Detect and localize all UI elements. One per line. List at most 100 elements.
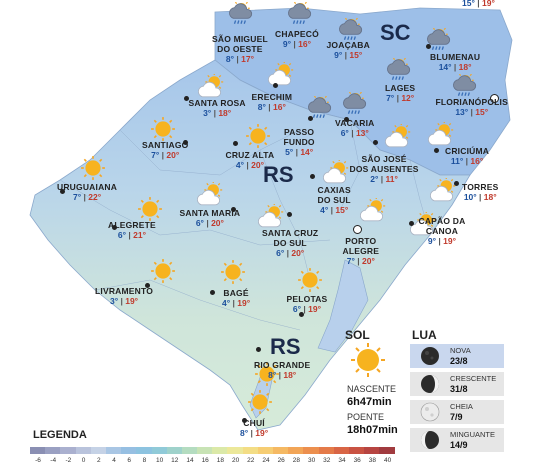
city-name: LIVRAMENTO	[95, 286, 154, 296]
partly-cloudy-icon	[384, 123, 411, 148]
rain-icon	[426, 25, 452, 52]
moon-phase-date: 23/8	[450, 356, 468, 366]
temp-max: 22°	[88, 192, 102, 202]
legend-tick: 18	[216, 457, 225, 464]
city-name: ALEGRE	[342, 246, 380, 256]
city-temps: 6° | 21°	[117, 230, 146, 240]
city-name: FLORIANÓPOLIS	[435, 97, 508, 107]
city-marker	[287, 212, 292, 217]
city-temps: 9° | 16°	[282, 39, 311, 49]
temp-max: 11°	[385, 174, 398, 184]
city-temps: 5° | 14°	[285, 147, 314, 157]
city-rio-grande: RIO GRANDE 8° | 18°	[254, 360, 310, 380]
city-cruz-alta: CRUZ ALTA 4° | 20°	[226, 150, 275, 170]
moon-phase-2: CHEIA 7/9	[410, 400, 504, 424]
legend-tick: 16	[201, 457, 209, 464]
temp-min: 6°	[195, 218, 204, 228]
city-marker	[454, 181, 459, 186]
legend-tick: 36	[353, 457, 361, 464]
legend-swatch	[303, 447, 319, 454]
city-temps: 7° | 20°	[346, 256, 375, 266]
city-marker	[299, 312, 304, 317]
rain-icon	[338, 15, 364, 42]
city-name: DOS AUSENTES	[349, 164, 419, 174]
moon-phase-label: MINGUANTE	[450, 430, 495, 439]
city-livramento: LIVRAMENTO 3° | 19°	[95, 286, 153, 306]
legend-swatch	[136, 447, 152, 454]
legend-title: LEGENDA	[33, 429, 87, 441]
city-temps: 10° | 18°	[463, 192, 497, 202]
moon-phase-label: CRESCENTE	[450, 374, 497, 383]
moon-phase-1: CRESCENTE 31/8	[410, 372, 504, 396]
temp-max: 18°	[458, 62, 472, 72]
sun-icon	[137, 197, 163, 221]
city-temps: 4° | 15°	[320, 205, 349, 215]
state-label-sc: SC	[380, 20, 411, 45]
legend-tick: 26	[277, 457, 285, 464]
city-lages: LAGES 7° | 12°	[385, 83, 415, 103]
city-name: FUNDO	[283, 137, 315, 147]
state-label-rs-lower: RS	[270, 334, 301, 359]
legend-tick: -6	[35, 457, 41, 464]
city-name: CAXIAS	[317, 185, 351, 195]
temp-max: 21°	[133, 230, 146, 240]
temp-max: 18°	[483, 192, 497, 202]
sun-icon	[245, 124, 271, 148]
temp-min: 7°	[151, 150, 160, 160]
sol-title: SOL	[345, 328, 370, 342]
city-santa-rosa: SANTA ROSA 3° | 18°	[189, 98, 246, 118]
city-uruguaiana: URUGUAIANA 7° | 22°	[57, 182, 117, 202]
city-passo-fundo: PASSO FUNDO 5° | 14°	[284, 127, 315, 157]
city-marker	[60, 189, 65, 194]
city-temps: 3° | 19°	[109, 296, 139, 306]
city-name: PELOTAS	[286, 294, 328, 304]
legend-swatch	[30, 447, 46, 454]
legend-swatch	[212, 447, 228, 454]
city-marker	[273, 83, 278, 88]
temp-min: 9°	[282, 39, 292, 49]
temp-min: 8°	[225, 54, 234, 64]
legend-tick: 0	[81, 457, 86, 464]
city-name: CRUZ ALTA	[225, 150, 275, 160]
moon-phase-date: 14/9	[450, 440, 468, 450]
temp-max: 19°	[308, 304, 322, 314]
city-temps: 6° | 19°	[292, 304, 322, 314]
temp-min: 6°	[340, 128, 349, 138]
rain-icon	[287, 0, 313, 26]
city-marker	[426, 44, 431, 49]
city-pelotas: PELOTAS 6° | 19°	[287, 294, 328, 314]
moon-phase-3: MINGUANTE 14/9	[410, 428, 504, 452]
legend-swatch	[318, 447, 334, 454]
temp-max: 15°	[335, 205, 349, 215]
temp-max: 18°	[283, 370, 297, 380]
temp-min: 7°	[346, 256, 355, 266]
city-name: SANTA ROSA	[188, 98, 246, 108]
city-santiago: SANTIAGO 7° | 20°	[142, 140, 188, 160]
city-temps: 6° | 13°	[340, 128, 369, 138]
moon-phase-label: CHEIA	[450, 402, 473, 411]
city-temps: 7° | 20°	[151, 150, 180, 160]
legend-tick: 20	[231, 457, 240, 464]
partly-cloudy-icon	[359, 197, 386, 222]
temp-max: 20°	[211, 218, 224, 228]
city-sao-jose-dos-ausentes: SÃO JOSÉ DOS AUSENTES 2° | 11°	[350, 154, 419, 184]
city-temps: 8° | 18°	[268, 370, 297, 380]
city-name: CAPÃO DA	[418, 216, 466, 226]
city-name: PASSO	[284, 127, 315, 137]
temp-max: 20°	[291, 248, 305, 258]
legend-swatch	[45, 447, 61, 454]
partly-cloudy-icon	[322, 159, 349, 184]
legend-tick: 34	[338, 457, 346, 464]
partly-cloudy-icon	[197, 73, 224, 98]
city-santa-maria: SANTA MARIA 6° | 20°	[180, 208, 241, 228]
city-name: RIO GRANDE	[254, 360, 311, 370]
legend-tick: 30	[307, 457, 316, 464]
city-name: URUGUAIANA	[57, 182, 118, 192]
sunrise-label: NASCENTE	[347, 384, 397, 394]
capital-marker	[353, 225, 362, 234]
city-bage: BAGÉ 4° | 19°	[222, 288, 250, 308]
city-marker	[112, 225, 117, 230]
city-temps: 4° | 19°	[222, 298, 251, 308]
temp-min: 14°	[438, 62, 452, 72]
city-capao-da-canoa: CAPÃO DA CANOA 9° | 19°	[419, 216, 466, 246]
